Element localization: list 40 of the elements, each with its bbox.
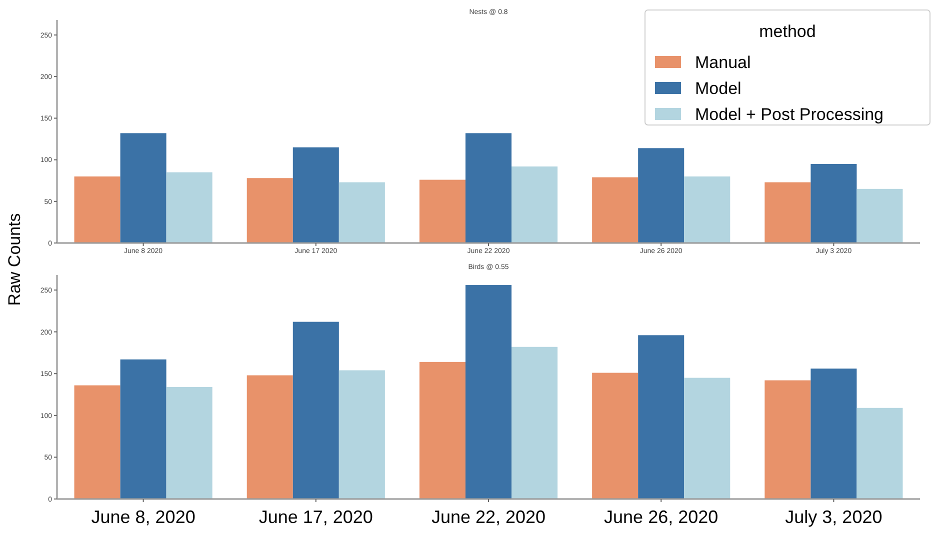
bar — [512, 346, 558, 499]
x-tick-label: June 26, 2020 — [604, 507, 718, 527]
bar — [246, 178, 293, 243]
bar — [419, 362, 466, 499]
bar — [810, 368, 857, 499]
bar — [166, 172, 212, 243]
bar — [246, 375, 293, 499]
bar — [74, 176, 120, 243]
bar — [338, 182, 385, 243]
bar — [465, 285, 512, 499]
bar — [419, 180, 466, 243]
bar — [74, 385, 120, 499]
bar — [120, 359, 166, 499]
bar — [856, 188, 903, 243]
bar — [120, 133, 166, 243]
bar — [292, 322, 339, 499]
bar — [638, 148, 684, 243]
bar — [684, 176, 730, 243]
bar — [292, 147, 339, 243]
bar — [465, 133, 512, 243]
bar — [856, 408, 903, 499]
bar — [592, 177, 638, 243]
bar — [638, 335, 684, 499]
legend-title: method — [759, 22, 816, 41]
bar — [338, 370, 385, 499]
legend-label: Model + Post Processing — [695, 104, 884, 124]
x-tick-label: July 3, 2020 — [785, 507, 882, 527]
bar — [684, 378, 730, 499]
bar — [592, 372, 638, 499]
bar — [512, 166, 558, 243]
bar — [810, 164, 857, 243]
legend-label: Model — [695, 78, 742, 98]
y-axis-title: Raw Counts — [5, 213, 24, 306]
x-tick-label: June 22, 2020 — [431, 507, 546, 527]
legend-label: Manual — [695, 52, 751, 72]
bar — [764, 380, 811, 499]
x-tick-label: June 8, 2020 — [91, 507, 196, 527]
x-tick-label: June 17, 2020 — [258, 507, 373, 527]
bar — [166, 387, 212, 499]
bar — [764, 182, 811, 243]
